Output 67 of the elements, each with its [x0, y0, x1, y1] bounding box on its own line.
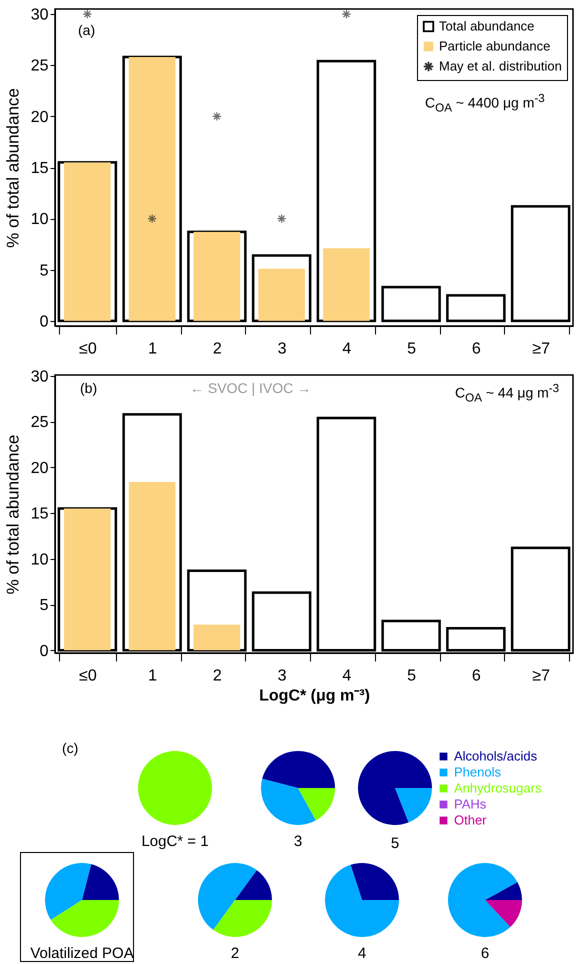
- point: [276, 214, 286, 224]
- legend-label: Other: [454, 812, 488, 828]
- point: [342, 9, 352, 19]
- x-tick-label: 2: [212, 340, 222, 358]
- y-tick-label: 5: [40, 262, 49, 280]
- y-tick-label: 0: [40, 313, 49, 330]
- y-tick-label: 20: [30, 460, 49, 477]
- y-tick-label: 10: [30, 211, 49, 228]
- x-tick-label: 6: [472, 668, 481, 684]
- y-tick-label: 10: [30, 551, 49, 568]
- x-axis-title: LogC* (μg m⁻³): [259, 688, 370, 704]
- x-tick-label: 4: [342, 340, 352, 358]
- x-tick-label: 1: [148, 668, 158, 684]
- bar: [446, 294, 506, 322]
- slice-label: 6: [480, 945, 490, 962]
- bar: [194, 624, 240, 650]
- legend-label: Total abundance: [439, 18, 534, 34]
- legend-label: Particle abundance: [439, 38, 550, 54]
- slice-label: 3: [294, 833, 302, 850]
- legend-label: PAHs: [454, 796, 487, 812]
- x-tick-label: 4: [342, 668, 352, 684]
- y-tick-label: 5: [40, 597, 49, 614]
- bar: [128, 482, 176, 650]
- y-tick-label: 30: [30, 368, 49, 386]
- slice-label: 2: [230, 945, 240, 962]
- slice-label: Volatilized POA: [30, 945, 134, 962]
- legend-label: May et al. distribution: [439, 58, 562, 74]
- bar: [316, 60, 376, 322]
- bar: [510, 205, 570, 322]
- x-tick-label: ≥7: [532, 340, 550, 358]
- bar: [381, 286, 441, 322]
- x-tick-label: ≥7: [532, 668, 550, 684]
- x-tick-label: 5: [407, 340, 416, 358]
- x-tick-label: 3: [278, 668, 287, 684]
- bar: [258, 268, 305, 321]
- legend-label: Phenols: [454, 764, 502, 780]
- slice-label: LogC* = 1: [141, 833, 209, 850]
- x-tick-label: 1: [148, 340, 158, 358]
- x-tick-label: 5: [407, 668, 416, 684]
- y-axis-title: % of total abundance: [4, 434, 23, 594]
- x-tick-label: 2: [212, 668, 222, 684]
- legend-label: Anhydrosugars: [454, 780, 542, 796]
- y-tick-label: 30: [30, 6, 49, 24]
- x-tick-label: ≤0: [79, 340, 97, 358]
- slice-label: 4: [358, 945, 366, 962]
- point: [82, 9, 92, 19]
- annotation: (a): [78, 22, 96, 38]
- y-tick-label: 25: [30, 414, 49, 432]
- y-tick-label: 20: [30, 108, 49, 126]
- text: (c): [62, 740, 78, 756]
- annotation: ← SVOC | IVOC →: [190, 380, 312, 396]
- x-tick-label: 6: [472, 340, 481, 358]
- x-tick-label: 3: [278, 340, 287, 358]
- point: [147, 214, 157, 224]
- annotation: C$_{OA}$ ~ 4400 μg m$^{-3}$: [425, 92, 545, 114]
- y-tick-label: 15: [30, 506, 49, 523]
- x-tick-label: ≤0: [79, 668, 97, 684]
- legend-label: Alcohols/acids: [454, 748, 538, 764]
- y-axis-title: % of total abundance: [4, 88, 23, 248]
- point: [212, 112, 222, 122]
- y-tick-label: 15: [30, 160, 49, 177]
- slice-label: 5: [390, 835, 400, 852]
- annotation: C$_{OA}$ ~ 44 μg m$^{-3}$: [455, 382, 560, 404]
- y-tick-label: 0: [40, 642, 49, 660]
- annotation: (b): [80, 380, 98, 396]
- bar: [323, 248, 370, 321]
- y-tick-label: 25: [30, 58, 49, 75]
